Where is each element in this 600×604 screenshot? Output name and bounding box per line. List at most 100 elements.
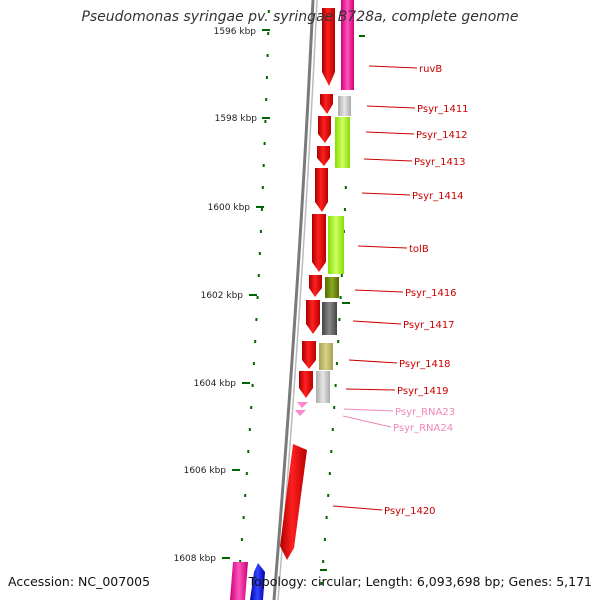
- ruler-label: 1602 kbp: [201, 291, 244, 301]
- leader-line: [363, 158, 413, 162]
- tick-dot: [254, 340, 257, 343]
- tick-dot: [328, 472, 331, 475]
- tick-dot: [257, 274, 260, 277]
- cog-block-lime: [328, 216, 344, 274]
- gene-arrow-tolb: [312, 214, 326, 272]
- tick-dot: [245, 472, 248, 475]
- gene-label: Psyr_1417: [403, 320, 455, 331]
- tick-dot: [263, 142, 266, 145]
- tick-dot: [322, 560, 325, 563]
- gene-arrow-blue: [250, 563, 265, 600]
- tick-dot: [251, 384, 254, 387]
- gene-arrow-psyr1411: [320, 94, 333, 114]
- tick-dot: [340, 274, 343, 277]
- gene-label: Psyr_1412: [416, 130, 468, 141]
- accession-text: Accession: NC_007005: [8, 574, 151, 589]
- tick-dot: [320, 582, 323, 585]
- tick-dot: [334, 384, 337, 387]
- tick-dot: [330, 450, 333, 453]
- genome-backbone-outer: [272, 0, 315, 601]
- gene-label: Psyr_1419: [397, 386, 449, 397]
- ruler-label: 1606 kbp: [184, 466, 227, 476]
- tick-dot: [323, 538, 326, 541]
- gene-arrow-psyr1417: [306, 300, 320, 334]
- leader-line: [357, 245, 408, 249]
- cog-block-olive: [325, 277, 339, 298]
- cog-block-khaki: [319, 343, 333, 370]
- tick-dot: [335, 362, 338, 365]
- tick-dot: [267, 32, 270, 35]
- gene-label: Psyr_RNA23: [395, 407, 455, 418]
- tick-dot: [250, 406, 253, 409]
- gene-label: Psyr_1418: [399, 359, 451, 370]
- tick-dot: [260, 208, 263, 211]
- genome-title: Pseudomonas syringae pv. syringae B728a,…: [81, 9, 519, 25]
- cog-track-outer: [316, 0, 354, 403]
- gene-labels: ruvB Psyr_1411 Psyr_1412 Psyr_1413 Psyr_…: [332, 64, 469, 517]
- gene-ticks: [320, 35, 365, 571]
- tick-dot: [338, 318, 341, 321]
- tick-dot: [333, 406, 336, 409]
- tick-dot: [325, 516, 328, 519]
- tick-dot: [261, 186, 264, 189]
- gene-arrow-psyr1416: [309, 275, 322, 297]
- gene-label: Psyr_1413: [414, 157, 466, 168]
- gene-label: Psyr_1414: [412, 191, 464, 202]
- gene-arrow-psyr1414: [315, 168, 328, 212]
- leader-line: [368, 65, 418, 69]
- tick-dot: [252, 362, 255, 365]
- gene-label: Psyr_1420: [384, 506, 436, 517]
- bottom-genes: [230, 562, 265, 600]
- gene-arrow-psyr1418: [302, 341, 316, 369]
- tick-dot: [327, 494, 330, 497]
- tick-dot: [242, 516, 245, 519]
- leader-line: [348, 359, 398, 364]
- gene-arrow-psyr1413: [317, 146, 330, 166]
- ruler: 1596 kbp 1598 kbp 1600 kbp 1602 kbp 1604…: [174, 27, 270, 564]
- leader-line: [352, 320, 402, 325]
- tick-dot: [259, 230, 262, 233]
- tick-dot: [240, 538, 243, 541]
- ruler-label: 1604 kbp: [194, 379, 237, 389]
- cog-block-light: [338, 96, 351, 116]
- leader-line: [342, 415, 392, 428]
- tick-dot: [343, 208, 346, 211]
- gene-label: ruvB: [419, 64, 442, 75]
- tick-dot: [331, 428, 334, 431]
- tick-dot: [239, 560, 242, 563]
- gene-arrow-psyr1420: [280, 444, 307, 560]
- tick-dot: [262, 164, 265, 167]
- cog-block-lime: [335, 117, 350, 168]
- tick-dot: [248, 428, 251, 431]
- leader-line: [345, 388, 396, 391]
- leader-line: [343, 408, 394, 412]
- cog-block-dark: [322, 302, 337, 335]
- tick-dot: [337, 340, 340, 343]
- leader-line: [361, 192, 411, 196]
- genome-summary-text: Topology: circular; Length: 6,093,698 bp…: [248, 574, 592, 589]
- tick-dot: [256, 296, 259, 299]
- ruler-label: 1608 kbp: [174, 554, 217, 564]
- tick-dot: [264, 120, 267, 123]
- gene-arrow-magenta: [230, 562, 248, 600]
- ruler-label: 1596 kbp: [214, 27, 257, 37]
- cog-block-light: [316, 371, 330, 403]
- gene-label: Psyr_1411: [417, 104, 469, 115]
- rna-arrow-psyr-rna24: [295, 410, 306, 416]
- leader-line: [354, 289, 404, 293]
- tick-dot: [266, 54, 269, 57]
- gene-label: Psyr_RNA24: [393, 423, 453, 434]
- tick-dot: [344, 186, 347, 189]
- tick-dot: [247, 450, 250, 453]
- tick-dot: [265, 98, 268, 101]
- tick-dot: [267, 10, 270, 13]
- ruler-dots: [237, 10, 270, 585]
- ruler-label: 1600 kbp: [208, 203, 251, 213]
- leader-line: [332, 505, 383, 511]
- tick-dot: [258, 252, 261, 255]
- ruler-label: 1598 kbp: [215, 114, 258, 124]
- leader-line: [366, 105, 416, 109]
- gene-arrow-psyr1412: [318, 116, 331, 143]
